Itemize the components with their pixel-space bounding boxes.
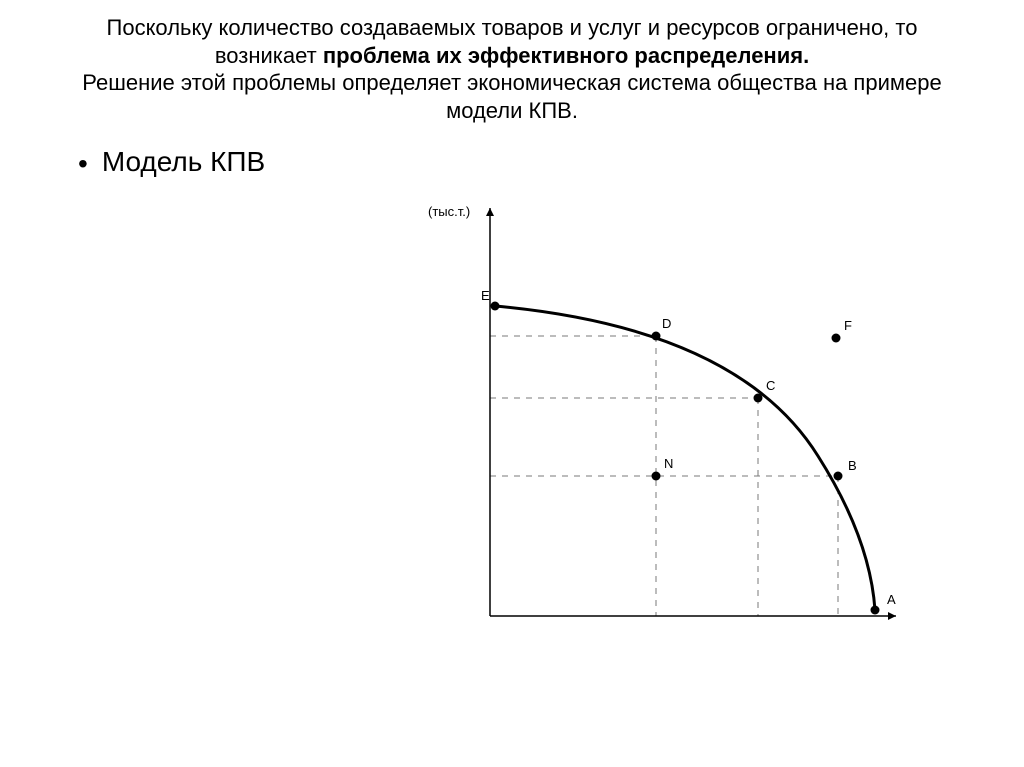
ppf-chart: (тыс.т.) E D C N B A F xyxy=(418,188,956,673)
bullet-row: • Модель КПВ xyxy=(78,146,956,180)
point-label-N: N xyxy=(664,456,673,471)
title-bold: проблема их эффективного распределения. xyxy=(323,43,809,68)
bullet-text: Модель КПВ xyxy=(102,146,265,178)
point-label-D: D xyxy=(662,316,671,331)
ppf-svg: (тыс.т.) E D C N B A F xyxy=(418,188,948,668)
bullet-marker: • xyxy=(78,148,88,180)
point-A xyxy=(871,606,880,615)
y-axis-arrow xyxy=(486,208,494,216)
point-label-F: F xyxy=(844,318,852,333)
x-axis-arrow xyxy=(888,612,896,620)
point-F xyxy=(832,334,841,343)
point-label-B: B xyxy=(848,458,857,473)
point-label-A: A xyxy=(887,592,896,607)
slide-title: Поскольку количество создаваемых товаров… xyxy=(68,14,956,124)
point-label-C: C xyxy=(766,378,775,393)
point-D xyxy=(652,332,661,341)
point-B xyxy=(834,472,843,481)
point-N xyxy=(652,472,661,481)
point-C xyxy=(754,394,763,403)
title-part2: Решение этой проблемы определяет экономи… xyxy=(82,70,941,123)
point-E xyxy=(491,302,500,311)
y-unit-label: (тыс.т.) xyxy=(428,204,470,219)
point-label-E: E xyxy=(481,288,490,303)
ppf-curve xyxy=(495,306,875,610)
